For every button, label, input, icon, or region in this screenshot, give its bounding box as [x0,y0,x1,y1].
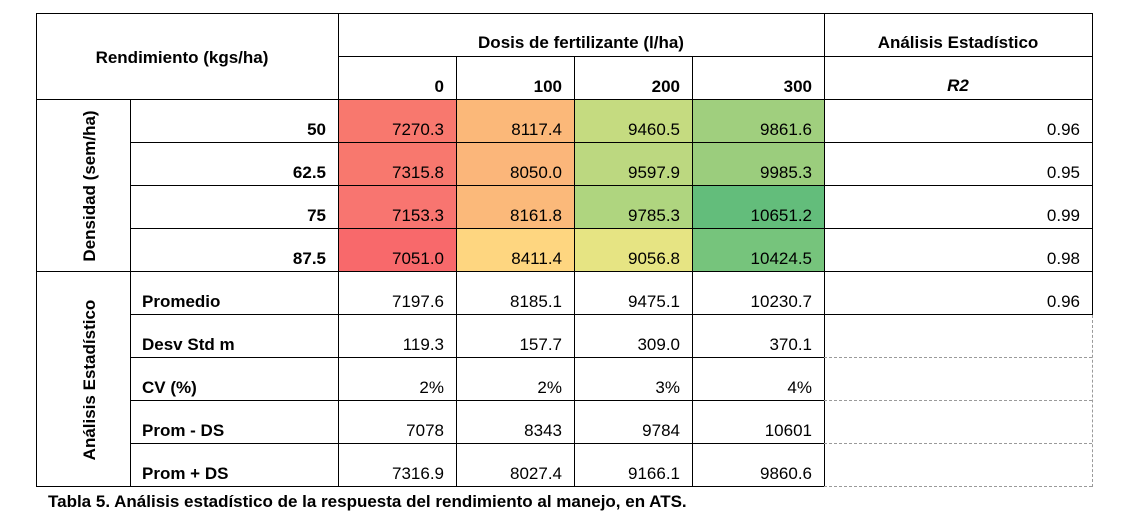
dose-column-header: 100 [533,77,562,96]
r2-value-cell: 0.98 [1046,249,1080,268]
stats-value-cell: 157.7 [519,335,562,354]
yield-value-cell: 9861.6 [692,100,824,143]
stats-group-header: Análisis Estadístico [824,14,1092,57]
yield-value-cell: 9597.9 [574,143,692,186]
stats-group-label: Análisis Estadístico [877,33,1039,52]
yield-value-cell: 7315.8 [338,143,456,186]
corner-header-label: Rendimiento (kgs/ha) [95,47,269,67]
yield-value-cell: 7153.3 [338,186,456,229]
stats-row-group-label: Análisis Estadístico [80,299,99,461]
dose-group-header: Dosis de fertilizante (l/ha) [338,14,824,57]
stats-value-cell: 9475.1 [628,292,680,311]
yield-value-cell: 7270.3 [338,100,456,143]
grid-line [824,13,825,487]
grid-line [36,13,1093,14]
stats-value-cell: 7078 [406,421,444,440]
grid-line-dashed [824,443,1092,444]
r2-header: R2 [824,57,1092,100]
grid-line-dashed [1092,315,1093,487]
density-label: 75 [307,206,326,225]
density-label: 50 [307,120,326,139]
stats-value-cell: 9784 [642,421,680,440]
stats-value-cell: 2% [419,378,444,397]
table-caption: Tabla 5. Análisis estadístico de la resp… [48,492,687,511]
stats-value-cell: 8343 [524,421,562,440]
stats-value-cell: 8185.1 [510,292,562,311]
r2-value-cell: 0.99 [1046,206,1080,225]
density-label: 62.5 [292,163,326,182]
grid-line [130,443,824,444]
grid-line [36,13,37,487]
r2-header-label: R2 [947,76,969,95]
stats-row-label: Desv Std m [142,335,235,354]
grid-line [130,142,1093,143]
density-label: 87.5 [292,249,326,268]
grid-line [130,99,131,487]
stats-value-cell: 7197.6 [392,292,444,311]
stats-value-cell: 10601 [764,421,812,440]
yield-value-cell: 10651.2 [692,186,824,229]
r2-value-cell: 0.96 [1046,120,1080,139]
stats-row-label: Prom + DS [142,464,229,483]
density-group-label: Densidad (sem/ha) [80,110,99,262]
dose-column-header: 300 [783,77,812,96]
grid-line [338,56,1093,57]
yield-value-cell: 9785.3 [574,186,692,229]
dose-column-header: 0 [434,77,444,96]
grid-line [36,271,1093,272]
yield-value-cell: 9460.5 [574,100,692,143]
grid-line [338,13,339,487]
stats-value-cell: 2% [537,378,562,397]
grid-line [130,314,1093,315]
stats-value-cell: 9860.6 [760,464,812,483]
stats-value-cell: 10230.7 [750,292,812,311]
grid-line [36,99,1093,100]
grid-line [456,56,457,487]
r2-value-cell: 0.95 [1046,163,1080,182]
dose-column-header: 200 [651,77,680,96]
yield-value-cell: 8050.0 [456,143,574,186]
stats-row-label: Promedio [142,292,221,311]
yield-value-cell: 8117.4 [456,100,574,143]
stats-value-cell: 370.1 [769,335,812,354]
corner-header: Rendimiento (kgs/ha) [36,14,338,100]
stats-value-cell: 309.0 [637,335,680,354]
yield-value-cell: 10424.5 [692,229,824,272]
stats-value-cell: 119.3 [402,335,444,354]
yield-value-cell: 8161.8 [456,186,574,229]
stats-value-cell: 3% [655,378,680,397]
grid-line-dashed [824,400,1092,401]
yield-value-cell: 8411.4 [456,229,574,272]
stats-value-cell: 7316.9 [392,464,444,483]
grid-line-dashed [824,486,1092,487]
grid-line [130,357,824,358]
yield-value-cell: 7051.0 [338,229,456,272]
stats-row-label: CV (%) [142,378,197,397]
grid-line [1092,13,1093,315]
yield-value-cell: 9985.3 [692,143,824,186]
stats-value-cell: 9166.1 [628,464,680,483]
yield-value-cell: 9056.8 [574,229,692,272]
stats-value-cell: 4% [787,378,812,397]
grid-line-dashed [824,357,1092,358]
grid-line [574,56,575,487]
stats-row-label: Prom - DS [142,421,225,440]
dose-group-label: Dosis de fertilizante (l/ha) [478,33,684,52]
grid-line [130,400,824,401]
grid-line [130,228,1093,229]
grid-line [130,185,1093,186]
stats-value-cell: 8027.4 [510,464,562,483]
stats-r2-cell: 0.96 [1046,292,1080,311]
grid-line [36,486,824,487]
grid-line [692,56,693,487]
